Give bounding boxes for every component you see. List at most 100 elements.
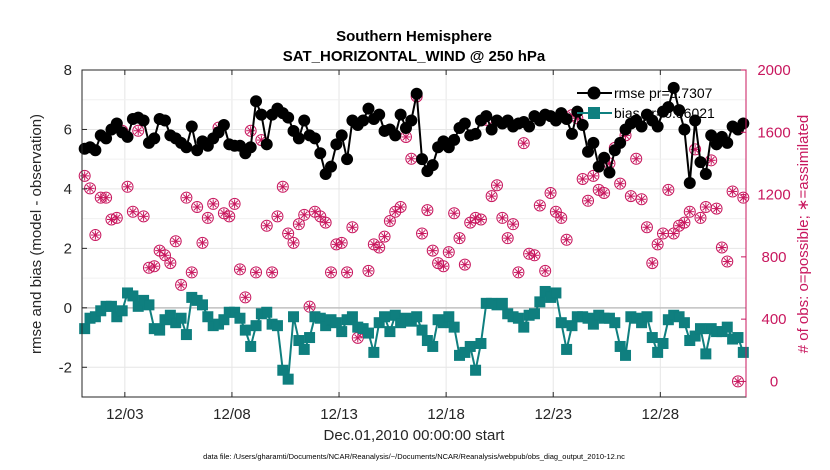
- asterisk-stroke: [97, 194, 105, 202]
- y-axis-label: rmse and bias (model - observation): [28, 114, 45, 354]
- assimilated-obs-marker: [230, 199, 240, 209]
- x-tick-label: 12/08: [213, 406, 251, 423]
- possible-obs-marker: [260, 219, 273, 232]
- y-right-tick-label: 800: [761, 249, 786, 266]
- assimilated-obs-marker: [471, 213, 481, 223]
- bias-point: [609, 317, 621, 329]
- x-tick-label: 12/23: [534, 406, 572, 423]
- assimilated-obs-marker: [449, 208, 459, 218]
- bias-point: [694, 323, 706, 335]
- bias-point: [641, 311, 653, 323]
- possible-obs-marker: [587, 169, 600, 182]
- assimilated-obs-marker: [235, 264, 245, 274]
- rmse-point: [576, 118, 589, 131]
- asterisk-stroke: [659, 229, 667, 238]
- x-tick-label: 12/03: [106, 406, 144, 423]
- possible-obs-marker: [737, 191, 750, 204]
- assimilated-obs-marker: [647, 258, 657, 268]
- bias-point: [534, 296, 546, 308]
- possible-obs-marker: [555, 211, 568, 224]
- legend: rmse pr=5.7307 bias pr=0.56021: [577, 85, 715, 121]
- rmse-point: [362, 102, 375, 115]
- asterisk-stroke: [472, 214, 480, 222]
- asterisk-stroke: [434, 259, 442, 267]
- asterisk-stroke: [145, 264, 153, 272]
- assimilated-obs-marker: [369, 239, 379, 249]
- asterisk-stroke: [161, 251, 169, 259]
- rmse-point: [560, 113, 573, 126]
- possible-obs-marker: [239, 291, 252, 304]
- possible-obs-marker: [539, 264, 552, 277]
- asterisk-stroke: [675, 222, 683, 230]
- legend-bias-marker: [588, 107, 600, 119]
- bias-point: [271, 320, 283, 332]
- asterisk-stroke: [300, 211, 308, 219]
- asterisk-stroke: [504, 234, 512, 242]
- assimilated-obs-marker: [289, 238, 299, 248]
- assimilated-obs-marker: [492, 180, 502, 190]
- asterisk-stroke: [343, 268, 351, 276]
- asterisk-stroke: [734, 377, 742, 385]
- rmse-point: [614, 136, 627, 149]
- rmse-point: [582, 145, 595, 158]
- rmse-point: [357, 114, 370, 127]
- asterisk-stroke: [129, 208, 137, 216]
- rmse-point: [603, 166, 616, 179]
- bias-point: [336, 326, 348, 338]
- possible-obs-marker: [533, 199, 546, 212]
- bias-point: [411, 311, 423, 323]
- rmse-point: [448, 133, 461, 146]
- assimilated-obs-marker: [733, 376, 743, 386]
- assimilated-obs-marker: [417, 229, 427, 238]
- possible-obs-marker: [298, 208, 311, 221]
- bias-point: [470, 364, 482, 376]
- asterisk-stroke: [546, 189, 555, 197]
- possible-obs-marker: [78, 169, 91, 182]
- assimilated-obs-marker: [658, 229, 668, 238]
- asterisk-stroke: [311, 208, 319, 216]
- asterisk-stroke: [702, 203, 710, 211]
- assimilated-obs-marker: [171, 236, 181, 246]
- possible-obs-marker: [491, 179, 503, 192]
- possible-obs-marker: [683, 205, 696, 218]
- assimilated-obs-marker: [144, 263, 154, 273]
- bias-point: [250, 320, 262, 332]
- assimilated-obs-marker: [551, 207, 561, 217]
- assimilated-obs-marker: [444, 247, 454, 257]
- asterisk-stroke: [204, 214, 212, 222]
- asterisk-stroke: [712, 205, 721, 213]
- assimilated-obs-marker: [160, 250, 170, 260]
- possible-obs-marker: [416, 227, 429, 240]
- assimilated-obs-marker: [187, 267, 197, 277]
- assimilated-obs-marker: [337, 238, 347, 248]
- rmse-point: [110, 117, 123, 130]
- assimilated-obs-marker: [353, 333, 363, 343]
- assimilated-obs-marker: [262, 221, 272, 231]
- assimilated-obs-marker: [508, 219, 518, 229]
- assimilated-obs-marker: [321, 218, 331, 228]
- asterisk-stroke: [423, 206, 431, 214]
- possible-obs-marker: [426, 244, 439, 257]
- asterisk-stroke: [338, 239, 346, 247]
- bias-point: [518, 321, 530, 333]
- assimilated-obs-marker: [578, 174, 588, 184]
- asterisk-stroke: [327, 268, 335, 276]
- assimilated-obs-marker: [197, 238, 207, 248]
- asterisk-stroke: [664, 186, 672, 194]
- rmse-point: [683, 176, 696, 189]
- bias-point: [180, 329, 192, 341]
- asterisk-stroke: [188, 268, 196, 276]
- legend-rmse-label: rmse pr=5.7307: [614, 85, 713, 101]
- axis-ticks: 12/03 12/08 12/13 12/18 12/23 12/28 -2 0 2 4 6 8 0 40…: [59, 62, 791, 423]
- rmse-point: [159, 114, 171, 127]
- asterisk-stroke: [638, 195, 646, 203]
- possible-obs-marker: [544, 187, 557, 200]
- bias-point: [555, 317, 567, 329]
- assimilated-obs-marker: [203, 213, 213, 223]
- assimilated-obs-marker: [315, 211, 325, 221]
- assimilated-obs-marker: [599, 188, 609, 198]
- rmse-point: [571, 105, 584, 118]
- assimilated-obs-marker: [326, 267, 336, 277]
- assimilated-obs-marker: [80, 171, 90, 181]
